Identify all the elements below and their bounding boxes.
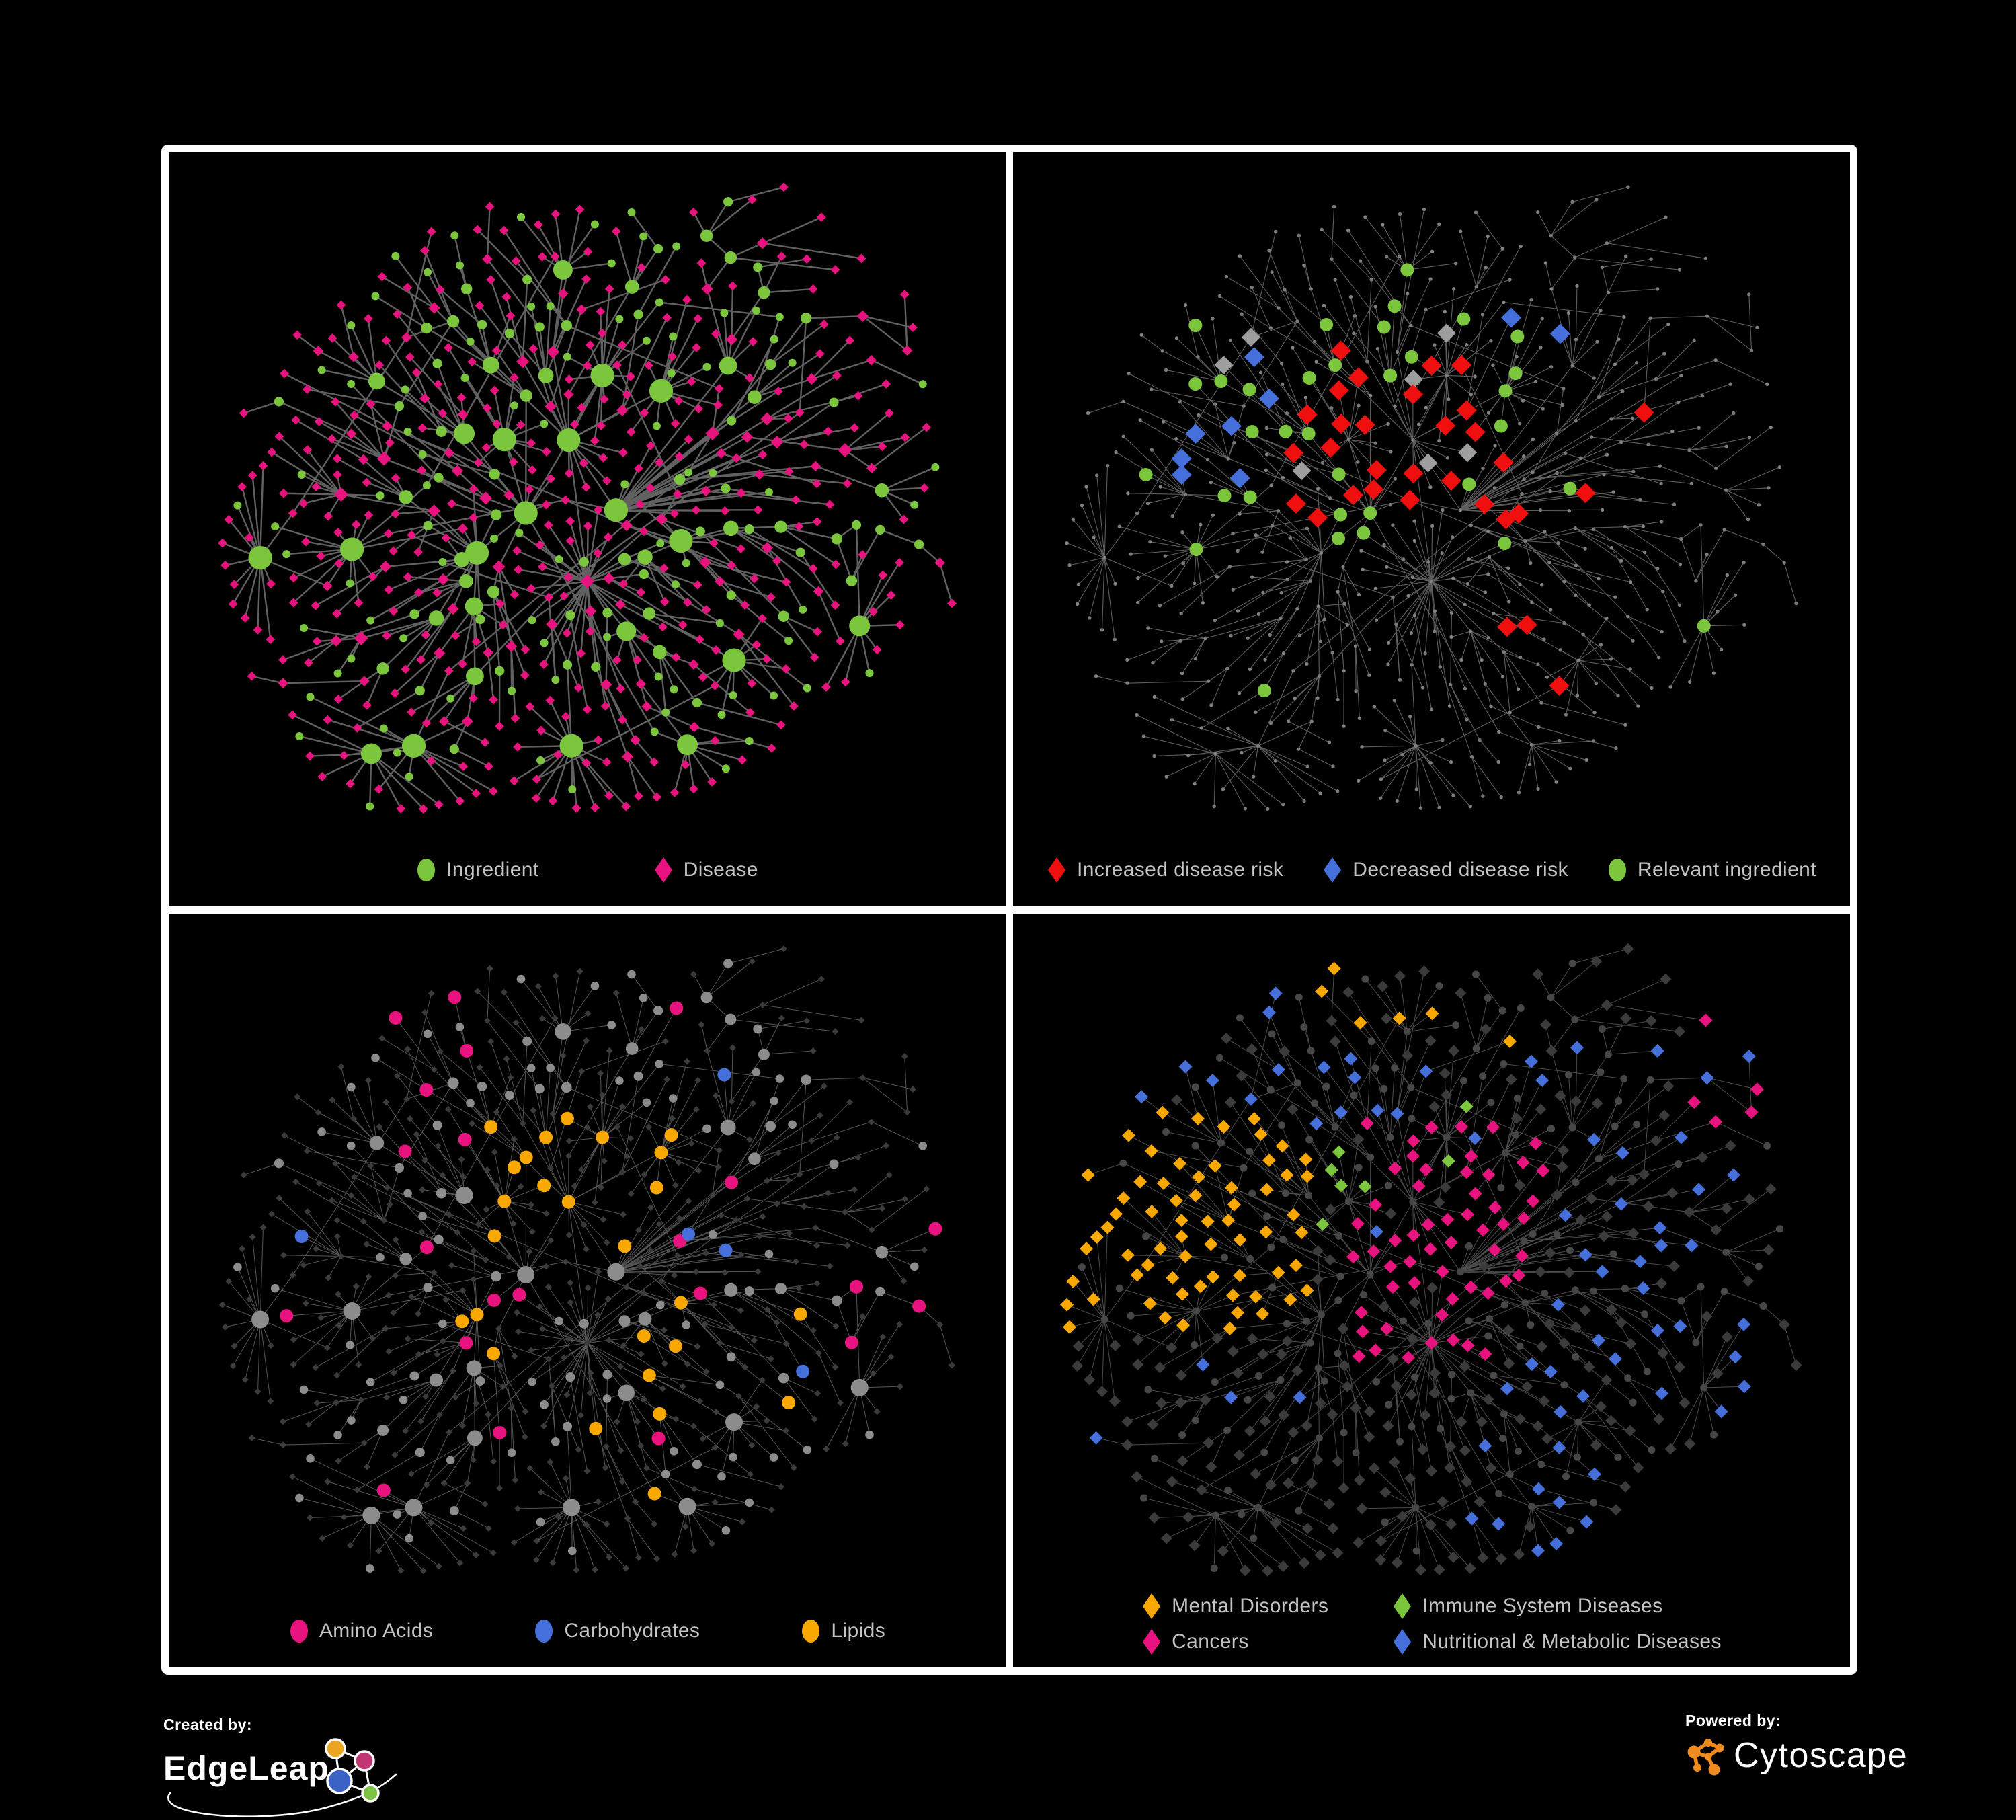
legend-disease-risk: Increased disease risk Decreased disease … xyxy=(1013,857,1850,883)
legend-ingredient-disease: Ingredient Disease xyxy=(169,857,1006,883)
powered-by-block: Powered by: Cytoscape xyxy=(1685,1712,1908,1777)
legend-item-nutritional-metabolic-diseases: Nutritional & Metabolic Diseases xyxy=(1392,1628,1722,1655)
legend-disease-classes: Mental Disorders Immune System Diseases Ca… xyxy=(1013,1593,1850,1655)
legend-label: Decreased disease risk xyxy=(1353,858,1568,881)
circle-green-icon xyxy=(1608,858,1626,881)
network-graph-nutrients xyxy=(219,945,955,1574)
legend-item-lipids: Lipids xyxy=(801,1618,885,1645)
circle-orange-icon xyxy=(802,1620,820,1643)
panel-grid-frame: Ingredient Disease Increased disease risk… xyxy=(161,145,1857,1675)
legend-item-disease: Disease xyxy=(653,857,758,883)
legend-label: Lipids xyxy=(831,1620,886,1642)
diamond-red-icon xyxy=(1048,857,1065,883)
legend-label: Cancers xyxy=(1172,1630,1249,1653)
panel-ingredient-disease: Ingredient Disease xyxy=(169,152,1006,906)
legend-label: Carbohydrates xyxy=(564,1620,700,1642)
edgeleap-wordmark: EdgeLeap xyxy=(163,1749,329,1787)
legend-label: Mental Disorders xyxy=(1172,1595,1329,1617)
legend-item-increased-disease-risk: Increased disease risk xyxy=(1047,857,1283,883)
diamond-magenta-icon xyxy=(654,857,672,883)
diamond-orange-icon xyxy=(1143,1593,1161,1619)
network-graph-disease-risk xyxy=(1065,185,1798,811)
circle-magenta-icon xyxy=(290,1620,308,1643)
legend-label: Increased disease risk xyxy=(1077,858,1284,881)
panel-disease-risk: Increased disease risk Decreased disease … xyxy=(1013,152,1850,906)
legend-item-relevant-ingredient: Relevant ingredient xyxy=(1607,857,1816,883)
legend-label: Relevant ingredient xyxy=(1637,858,1816,881)
panel-disease-classes: Mental Disorders Immune System Diseases Ca… xyxy=(1013,913,1850,1667)
edgeleap-network-doodle-icon xyxy=(167,1738,397,1817)
legend-item-ingredient: Ingredient xyxy=(416,857,538,883)
diamond-blue-icon xyxy=(1394,1629,1412,1655)
legend-item-amino-acids: Amino Acids xyxy=(289,1618,433,1645)
diamond-magenta-icon xyxy=(1143,1629,1161,1655)
circle-green-icon xyxy=(417,858,436,881)
legend-label: Disease xyxy=(683,858,758,881)
legend-item-mental-disorders: Mental Disorders xyxy=(1141,1593,1328,1620)
legend-label: Immune System Diseases xyxy=(1422,1595,1663,1617)
legend-item-cancers: Cancers xyxy=(1141,1628,1328,1655)
cytoscape-logo-icon xyxy=(1687,1739,1724,1776)
created-by-block: Created by: EdgeLeap xyxy=(163,1716,479,1817)
network-graph-disease-classes xyxy=(1060,943,1802,1577)
diamond-blue-icon xyxy=(1324,857,1342,883)
legend-label: Ingredient xyxy=(446,858,539,881)
created-by-label: Created by: xyxy=(163,1716,253,1733)
edgeleap-logo: EdgeLeap xyxy=(163,1734,479,1817)
legend-nutrients: Amino Acids Carbohydrates Lipids xyxy=(169,1618,1006,1645)
legend-item-decreased-disease-risk: Decreased disease risk xyxy=(1322,857,1568,883)
panel-nutrients: Amino Acids Carbohydrates Lipids xyxy=(169,913,1006,1667)
powered-by-label: Powered by: xyxy=(1685,1712,1781,1729)
diamond-green-icon xyxy=(1394,1593,1412,1619)
legend-label: Nutritional & Metabolic Diseases xyxy=(1422,1630,1722,1653)
network-graph-ingredient-disease xyxy=(218,182,957,814)
circle-blue-icon xyxy=(535,1620,553,1643)
legend-label: Amino Acids xyxy=(319,1620,434,1642)
legend-item-immune-system-diseases: Immune System Diseases xyxy=(1392,1593,1722,1620)
cytoscape-wordmark: Cytoscape xyxy=(1734,1736,1908,1775)
legend-item-carbohydrates: Carbohydrates xyxy=(534,1618,700,1645)
